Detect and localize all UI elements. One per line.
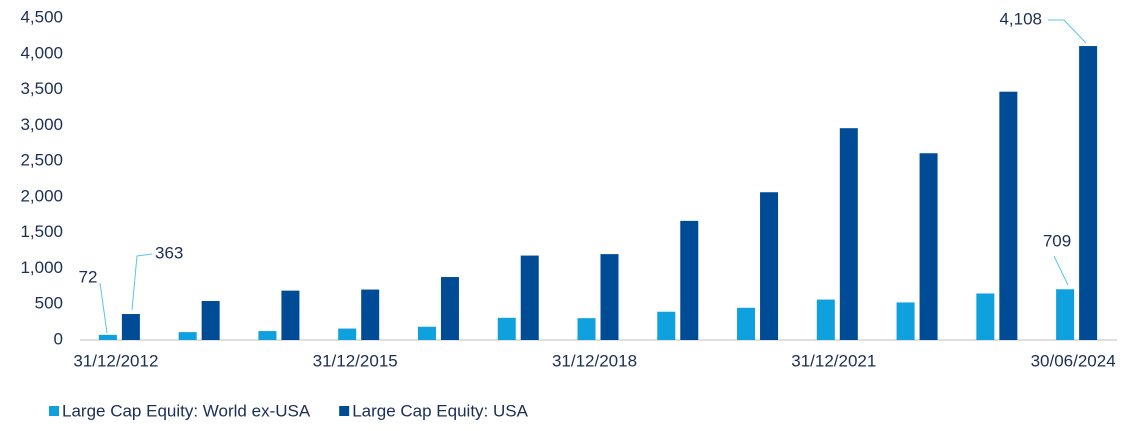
- bar: [600, 254, 619, 340]
- y-tick-label: 3,500: [20, 79, 63, 98]
- bar: [281, 290, 300, 340]
- y-tick-label: 4,000: [20, 43, 63, 62]
- legend-swatch: [49, 406, 59, 416]
- leader-line: [1053, 255, 1069, 286]
- data-label: 709: [1043, 231, 1071, 250]
- x-tick-label: 31/12/2021: [791, 351, 876, 370]
- y-tick-label: 1,000: [20, 258, 63, 277]
- bar: [1079, 46, 1098, 341]
- bar: [497, 317, 516, 340]
- y-tick-label: 500: [35, 294, 63, 313]
- y-tick-label: 1,500: [20, 222, 63, 241]
- x-tick-label: 31/12/2015: [313, 351, 398, 370]
- data-label: 4,108: [999, 9, 1042, 28]
- bar: [839, 128, 858, 340]
- data-label: 363: [155, 243, 183, 262]
- leader-line: [1048, 19, 1087, 44]
- leader-line: [99, 282, 108, 334]
- bar: [760, 192, 779, 340]
- bar: [417, 326, 436, 340]
- y-tick-label: 2,500: [20, 151, 63, 170]
- legend-swatch: [339, 406, 350, 416]
- y-tick-label: 3,000: [20, 115, 63, 134]
- bar: [976, 293, 995, 340]
- leader-line: [131, 253, 153, 311]
- bar: [98, 334, 117, 340]
- legend-label: Large Cap Equity: USA: [352, 401, 528, 420]
- bar: [816, 299, 835, 340]
- bar: [440, 277, 459, 340]
- bar: [338, 328, 357, 340]
- bar: [361, 289, 380, 340]
- bar: [999, 91, 1018, 340]
- legend-label: Large Cap Equity: World ex-USA: [62, 401, 311, 420]
- y-tick-label: 2,000: [20, 186, 63, 205]
- bar: [577, 318, 596, 340]
- data-label: 72: [79, 267, 98, 286]
- bar: [737, 307, 756, 340]
- bar: [919, 153, 938, 340]
- bar: [1056, 289, 1075, 340]
- bar: [896, 302, 915, 340]
- bar: [520, 255, 539, 340]
- bar: [680, 220, 699, 340]
- bar: [657, 311, 676, 340]
- bar: [178, 332, 197, 340]
- x-tick-label: 30/06/2024: [1031, 351, 1116, 370]
- bar: [121, 314, 140, 340]
- bar: [201, 301, 220, 340]
- bar: [258, 331, 277, 340]
- x-tick-label: 31/12/2012: [73, 351, 158, 370]
- y-tick-label: 0: [54, 329, 63, 348]
- x-tick-label: 31/12/2018: [552, 351, 637, 370]
- y-tick-label: 4,500: [20, 7, 63, 26]
